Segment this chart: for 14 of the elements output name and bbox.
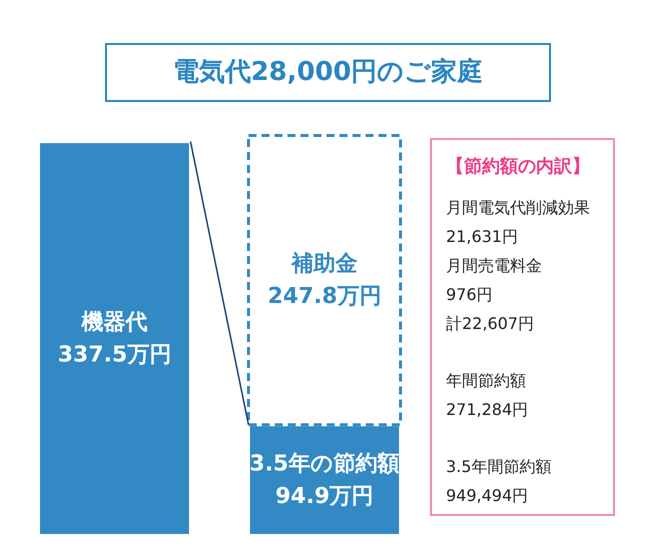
text: 3.5年間節約額: [446, 456, 552, 478]
data-label: 3.5年の節約額 94.9万円: [250, 451, 400, 509]
text: 976円: [446, 284, 494, 306]
data-label: 補助金 247.8万円: [268, 251, 382, 309]
data-label: 機器代 337.5万円: [58, 310, 172, 368]
text: 949,494円: [446, 485, 530, 507]
text: 21,631円: [446, 226, 519, 248]
text: 【節約額の内訳】: [446, 155, 591, 179]
text: 271,284円: [446, 399, 530, 421]
text: 年間節約額: [446, 370, 527, 392]
text: 計22,607円: [446, 313, 535, 335]
chart-title: 電気代28,000円のご家庭: [105, 43, 551, 102]
text: 月間売電料金: [446, 255, 543, 277]
text: 月間電気代削減効果: [446, 197, 591, 219]
